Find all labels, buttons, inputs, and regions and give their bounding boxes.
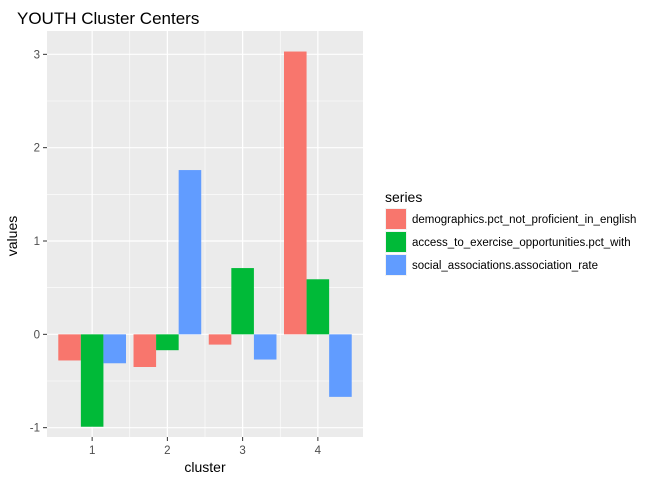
bar-series1-cluster-3 [208, 334, 232, 345]
bar-series2-cluster-3 [231, 268, 254, 335]
plot-panel [47, 31, 363, 437]
y-tick-label: 2 [34, 143, 40, 155]
legend-key-1 [386, 209, 406, 229]
legend-label-2: access_to_exercise_opportunities.pct_wit… [412, 237, 631, 249]
legend-label-1: demographics.pct_not_proficient_in_engli… [412, 214, 636, 226]
chart-title: YOUTH Cluster Centers [17, 9, 199, 28]
y-tick-label: 1 [34, 236, 40, 248]
x-tick-labels: 1 2 3 4 [89, 437, 322, 457]
x-tick-label: 1 [89, 445, 95, 457]
x-axis-title: cluster [184, 459, 226, 475]
legend-label-3: social_associations.association_rate [412, 260, 598, 272]
bar-series2-cluster-4 [306, 279, 330, 335]
x-tick-label: 4 [315, 445, 322, 457]
bar-series1-cluster-2 [133, 334, 157, 367]
legend-key-3 [386, 255, 406, 275]
y-tick-label: 3 [34, 49, 40, 61]
bar-series1-cluster-4 [284, 51, 307, 335]
x-tick-label: 3 [239, 445, 245, 457]
bar-series3-cluster-4 [329, 334, 352, 397]
x-tick-label: 2 [164, 445, 170, 457]
bar-series2-cluster-2 [156, 334, 179, 351]
legend-key-2 [386, 232, 406, 252]
bar-series1-cluster-1 [58, 334, 81, 361]
bar-series3-cluster-2 [178, 170, 202, 335]
y-tick-label: 0 [34, 329, 40, 341]
bar-series3-cluster-3 [253, 334, 277, 360]
bar-series3-cluster-1 [103, 334, 126, 364]
y-axis-title: values [4, 216, 20, 256]
bar-series2-cluster-1 [80, 334, 104, 427]
legend-title: series [385, 189, 422, 205]
legend: series demographics.pct_not_proficient_i… [385, 189, 636, 276]
y-tick-label: -1 [30, 423, 40, 435]
y-tick-labels: -1 0 1 2 3 [30, 49, 47, 435]
